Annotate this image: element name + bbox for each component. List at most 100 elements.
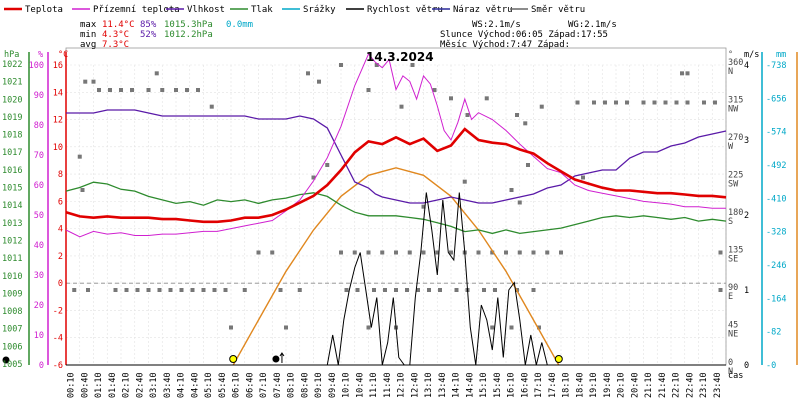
wind-direction-point — [713, 100, 717, 105]
tick-label-deg: 90 — [728, 283, 738, 293]
tick-label-time: 19:40 — [603, 372, 613, 398]
tick-label-time: 09:40 — [328, 372, 338, 398]
tick-label-c: 10 — [53, 143, 63, 153]
wind-direction-point — [146, 288, 151, 292]
wind-direction-point — [449, 96, 453, 101]
tick-label-time: 00:40 — [80, 372, 90, 398]
legend-item-naraz-vetru: Náraz větru — [432, 5, 513, 15]
tick-label-dir: N — [728, 367, 733, 377]
svg-text:0.0mm: 0.0mm — [226, 20, 253, 30]
legend-item-prizemni-teplota: Přízemní teplota — [72, 5, 180, 15]
wind-direction-point — [702, 100, 706, 105]
tick-label-time: 02:40 — [135, 372, 145, 398]
wind-direction-point — [174, 88, 178, 92]
wind-direction-point — [680, 71, 684, 76]
tick-label-mm: -164 — [766, 294, 786, 304]
svg-text:Rychlost větru: Rychlost větru — [367, 5, 443, 15]
tick-label-time: 15:10 — [479, 372, 489, 398]
wind-direction-point — [366, 88, 371, 92]
wind-direction-point — [160, 88, 165, 92]
axis-label-c: °C — [58, 50, 68, 60]
tick-label-pct: 30 — [34, 271, 44, 281]
tick-label-time: 16:40 — [520, 372, 530, 398]
wind-direction-point — [531, 288, 536, 292]
tick-label-time: 08:40 — [300, 372, 310, 398]
svg-text:Náraz větru: Náraz větru — [453, 5, 513, 15]
legend-item-smer-vetru: Směr větru — [510, 5, 585, 15]
legend-item-vlhkost: Vlhkost — [166, 5, 225, 15]
tick-label-pct: 50 — [34, 211, 44, 221]
sunrise-marker — [229, 355, 238, 363]
tick-label-time: 05:10 — [204, 372, 214, 398]
wind-direction-point — [407, 250, 412, 255]
tick-label-deg: 225 — [728, 171, 743, 181]
tick-label-deg: 180 — [728, 208, 743, 218]
tick-label-mm: -82 — [766, 328, 781, 338]
tick-label-deg: 270 — [728, 133, 743, 143]
sun-moon-markers — [2, 352, 563, 364]
ground-temperature-series-line — [65, 53, 726, 238]
tick-label-time: 04:40 — [190, 372, 200, 398]
tick-label-pct: 20 — [34, 301, 44, 311]
legend-item-tlak: Tlak — [230, 5, 273, 15]
wind-direction-point — [394, 250, 398, 255]
wind-direction-point — [416, 288, 420, 292]
wind-direction-point — [465, 113, 470, 117]
tick-label-ms: 3 — [744, 136, 749, 146]
tick-label-mm: -410 — [766, 194, 786, 204]
tick-label-deg: 135 — [728, 246, 743, 256]
wind-direction-point — [339, 250, 343, 255]
tick-label-time: 06:10 — [232, 372, 242, 398]
wind-direction-point — [229, 325, 233, 330]
wind-direction-point — [366, 250, 371, 255]
wind-direction-point — [432, 88, 437, 92]
svg-text:WS:2.1m/s: WS:2.1m/s — [472, 20, 521, 30]
svg-text:Slunce Východ:06:05 Západ:17:: Slunce Východ:06:05 Západ:17:55 — [440, 30, 608, 40]
wind-direction-point — [108, 88, 112, 92]
svg-text:85%: 85% — [140, 20, 157, 30]
tick-label-hpa: 1013 — [2, 219, 22, 229]
tick-label-c: -6 — [53, 361, 63, 371]
tick-label-time: 22:40 — [685, 372, 695, 398]
wind-direction-point — [344, 288, 349, 292]
wind-direction-point — [539, 104, 544, 109]
tick-label-time: 17:10 — [534, 372, 544, 398]
tick-label-hpa: 1007 — [2, 325, 22, 335]
tick-label-time: 21:40 — [658, 372, 668, 398]
wind-direction-point — [652, 100, 657, 105]
tick-label-c: -2 — [53, 306, 63, 316]
wind-direction-point — [685, 100, 690, 105]
tick-label-time: 06:40 — [245, 372, 255, 398]
tick-label-hpa: 1008 — [2, 307, 22, 317]
wind-direction-point — [179, 288, 184, 292]
wind-direction-point — [278, 288, 283, 292]
wind-direction-point — [405, 288, 409, 292]
wind-direction-point — [325, 163, 330, 167]
tick-label-dir: SE — [728, 255, 738, 265]
wind-direction-point — [476, 250, 481, 255]
wind-direction-point — [509, 188, 514, 192]
tick-label-time: 07:10 — [259, 372, 269, 398]
tick-label-time: 19:10 — [589, 372, 599, 398]
tick-label-pct: 100 — [29, 61, 44, 71]
tick-label-c: 16 — [53, 61, 63, 71]
wind-direction-point — [523, 121, 528, 126]
tick-label-c: 0 — [58, 279, 63, 289]
moon-phase-marker — [2, 356, 10, 364]
wind-direction-point — [154, 71, 159, 76]
wind-direction-point — [91, 79, 96, 84]
wind-direction-point — [86, 288, 90, 292]
axis-label-hpa: hPa — [4, 50, 19, 60]
temperature-series-line — [65, 127, 727, 224]
tick-label-time: 15:40 — [493, 372, 503, 398]
svg-text:WG:2.1m/s: WG:2.1m/s — [568, 20, 617, 30]
wind-direction-point — [663, 100, 668, 105]
wind-direction-point — [559, 250, 563, 255]
tick-label-c: 14 — [53, 88, 63, 98]
tick-label-hpa: 1019 — [2, 113, 22, 123]
pressure-series-line — [65, 181, 727, 235]
tick-label-time: 14:40 — [465, 372, 475, 398]
wind-direction-point — [603, 100, 607, 105]
wind-direction-point — [482, 288, 486, 292]
tick-label-hpa: 1022 — [2, 60, 22, 70]
